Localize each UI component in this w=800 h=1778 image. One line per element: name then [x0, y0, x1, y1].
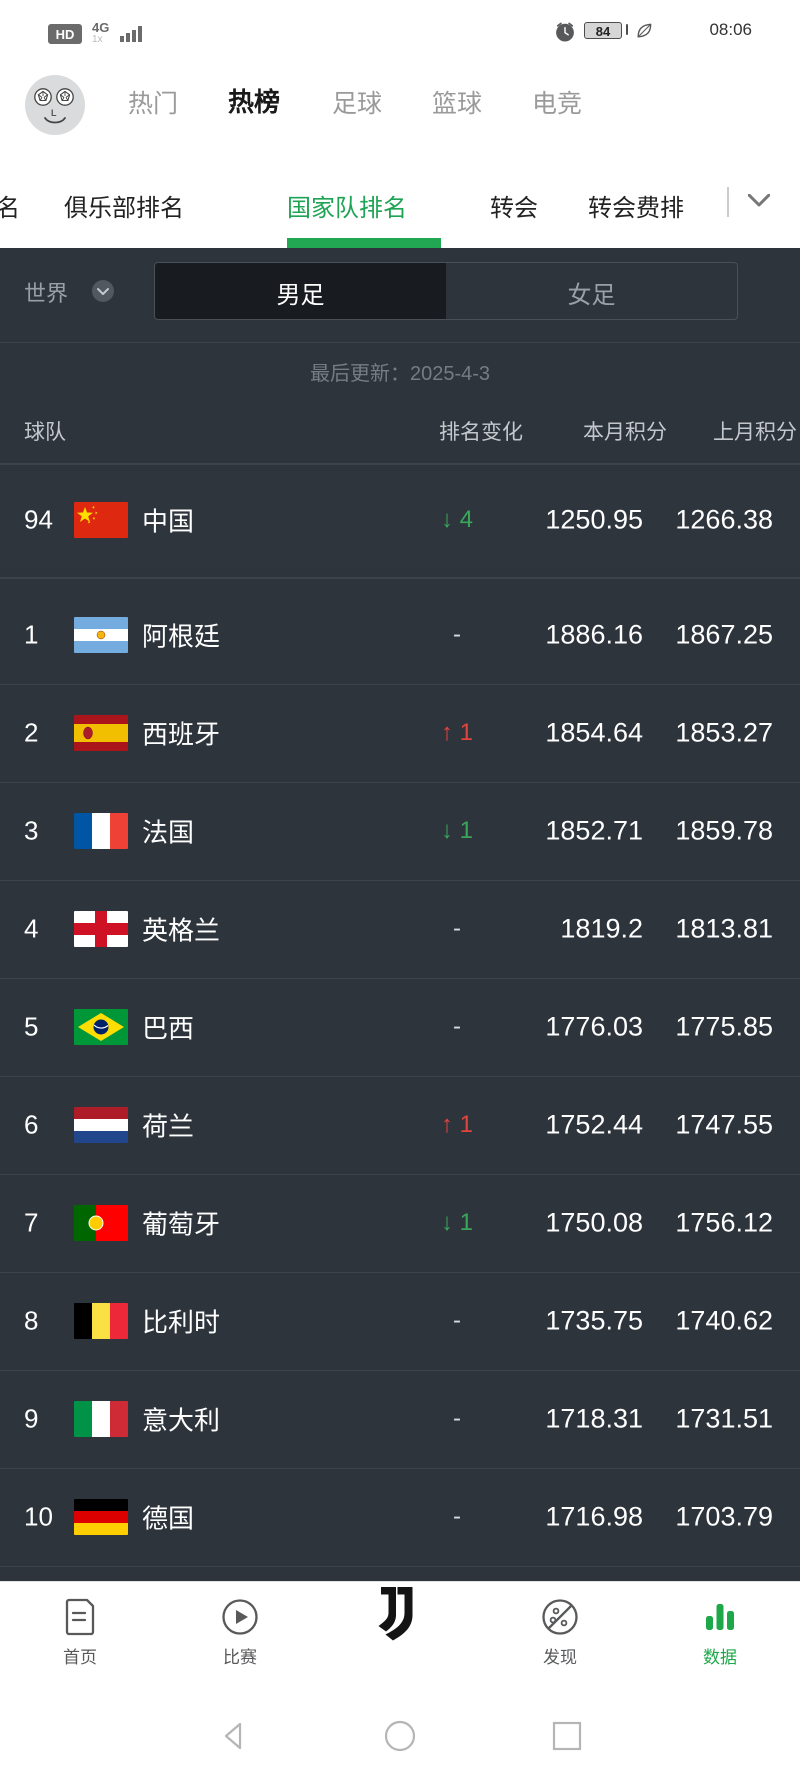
svg-text:L: L	[51, 108, 57, 118]
